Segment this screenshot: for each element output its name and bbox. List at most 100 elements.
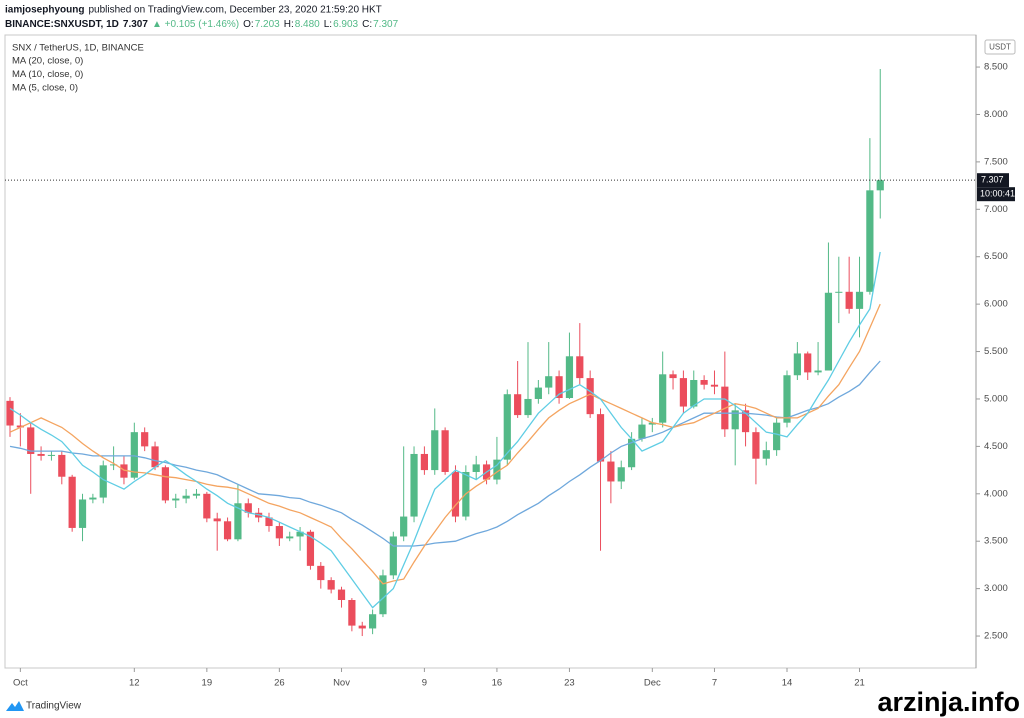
candle-body <box>628 438 636 468</box>
published: published on TradingView.com, December 2… <box>88 5 381 16</box>
candle-body <box>783 375 791 423</box>
y-tick-label: 8.500 <box>984 62 1008 73</box>
last-price-label: 7.307 <box>981 175 1004 185</box>
candle-body <box>607 461 615 482</box>
candle-body <box>534 387 542 399</box>
candle-body <box>824 292 833 371</box>
y-tick-label: 3.500 <box>984 536 1008 547</box>
y-tick-label: 5.000 <box>984 393 1008 404</box>
candle-body <box>690 379 698 407</box>
x-tick-label: 21 <box>854 678 865 689</box>
y-tick-label: 4.000 <box>984 488 1008 499</box>
candle-body <box>731 410 739 430</box>
candle-body <box>814 370 822 373</box>
candle-body <box>141 432 149 447</box>
y-tick-label: 3.000 <box>984 583 1008 594</box>
ma-line <box>9 303 881 585</box>
y-tick-label: 6.500 <box>984 251 1008 262</box>
candle-body <box>389 536 397 576</box>
candle-body <box>89 497 97 500</box>
candle-body <box>741 410 750 433</box>
candle-body <box>120 464 128 478</box>
candle-body <box>700 379 708 385</box>
candle-body <box>348 600 356 626</box>
candle-body <box>337 589 346 601</box>
x-tick-label: 12 <box>129 678 140 689</box>
quote-part: 8.480 <box>295 19 320 30</box>
candle-body <box>16 425 24 428</box>
candle-body <box>6 400 14 426</box>
y-tick-label: 2.500 <box>984 631 1008 642</box>
quote-part: H: <box>284 19 294 30</box>
candle-body <box>773 422 781 451</box>
currency: USDT <box>989 43 1011 52</box>
candle-body <box>275 526 283 539</box>
quote-part: L: <box>324 19 332 30</box>
ma-line <box>9 360 881 547</box>
candle-body <box>420 453 428 471</box>
candle-body <box>78 499 87 528</box>
candle-body <box>161 467 169 501</box>
legend-entry: MA (20, close, 0) <box>12 56 83 67</box>
candle-body <box>648 422 656 425</box>
candle-body <box>431 430 439 471</box>
quote-part: 7.203 <box>255 19 280 30</box>
candle-body <box>565 356 574 399</box>
x-tick-label: 9 <box>422 678 427 689</box>
candle-body <box>679 378 687 407</box>
candle-body <box>286 536 294 539</box>
candle-body <box>296 531 304 537</box>
x-tick-label: 14 <box>782 678 793 689</box>
countdown-tag <box>977 187 1015 202</box>
candle-body <box>27 427 35 454</box>
plot-frame <box>4 34 977 669</box>
watermark: arzinja.info <box>877 687 1020 717</box>
candle-body <box>576 356 584 379</box>
last-price-tag <box>977 173 1009 188</box>
candle-body <box>762 450 770 459</box>
candle-body <box>306 531 315 566</box>
legend-entry: MA (10, close, 0) <box>12 69 83 80</box>
candle-body <box>244 503 252 513</box>
quote-part: BINANCE:SNXUSDT, 1D <box>5 19 119 30</box>
candle-body <box>596 414 605 462</box>
author: iamjosephyoung <box>5 5 84 16</box>
quote-part: C: <box>362 19 372 30</box>
x-tick-label: 19 <box>202 678 213 689</box>
candle-body <box>855 291 864 309</box>
x-tick-label: 26 <box>274 678 285 689</box>
candle-body <box>58 454 66 477</box>
candle-body <box>130 432 138 478</box>
candle-body <box>400 516 408 537</box>
logo-text: TradingView <box>26 701 82 712</box>
x-tick-label: Dec <box>644 678 661 689</box>
y-tick-label: 7.000 <box>984 204 1008 215</box>
x-tick-label: 7 <box>712 678 717 689</box>
quote-part: 7.307 <box>373 19 398 30</box>
y-tick-label: 5.500 <box>984 346 1008 357</box>
candle-body <box>451 471 460 517</box>
candle-body <box>172 498 180 501</box>
candle-body <box>99 465 107 498</box>
candle-body <box>47 454 56 456</box>
quote-part: 6.903 <box>333 19 358 30</box>
legend-title: SNX / TetherUS, 1D, BINANCE <box>12 43 144 54</box>
candle-body <box>317 565 325 581</box>
y-tick-label: 7.500 <box>984 156 1008 167</box>
countdown: 10:00:41 <box>980 189 1015 199</box>
candle-body <box>68 476 76 528</box>
candle-body <box>213 518 221 522</box>
y-tick-label: 4.500 <box>984 441 1008 452</box>
candle-body <box>223 521 232 540</box>
candle-body <box>545 376 553 388</box>
candle-body <box>804 353 812 373</box>
candle-body <box>752 432 760 459</box>
x-tick-label: Nov <box>333 678 350 689</box>
tradingview-logo: TradingView <box>6 701 82 712</box>
candle-body <box>493 459 501 480</box>
candle-body <box>876 180 884 191</box>
ma-line <box>9 251 881 609</box>
candle-body <box>514 394 522 416</box>
candle-body <box>472 464 480 472</box>
